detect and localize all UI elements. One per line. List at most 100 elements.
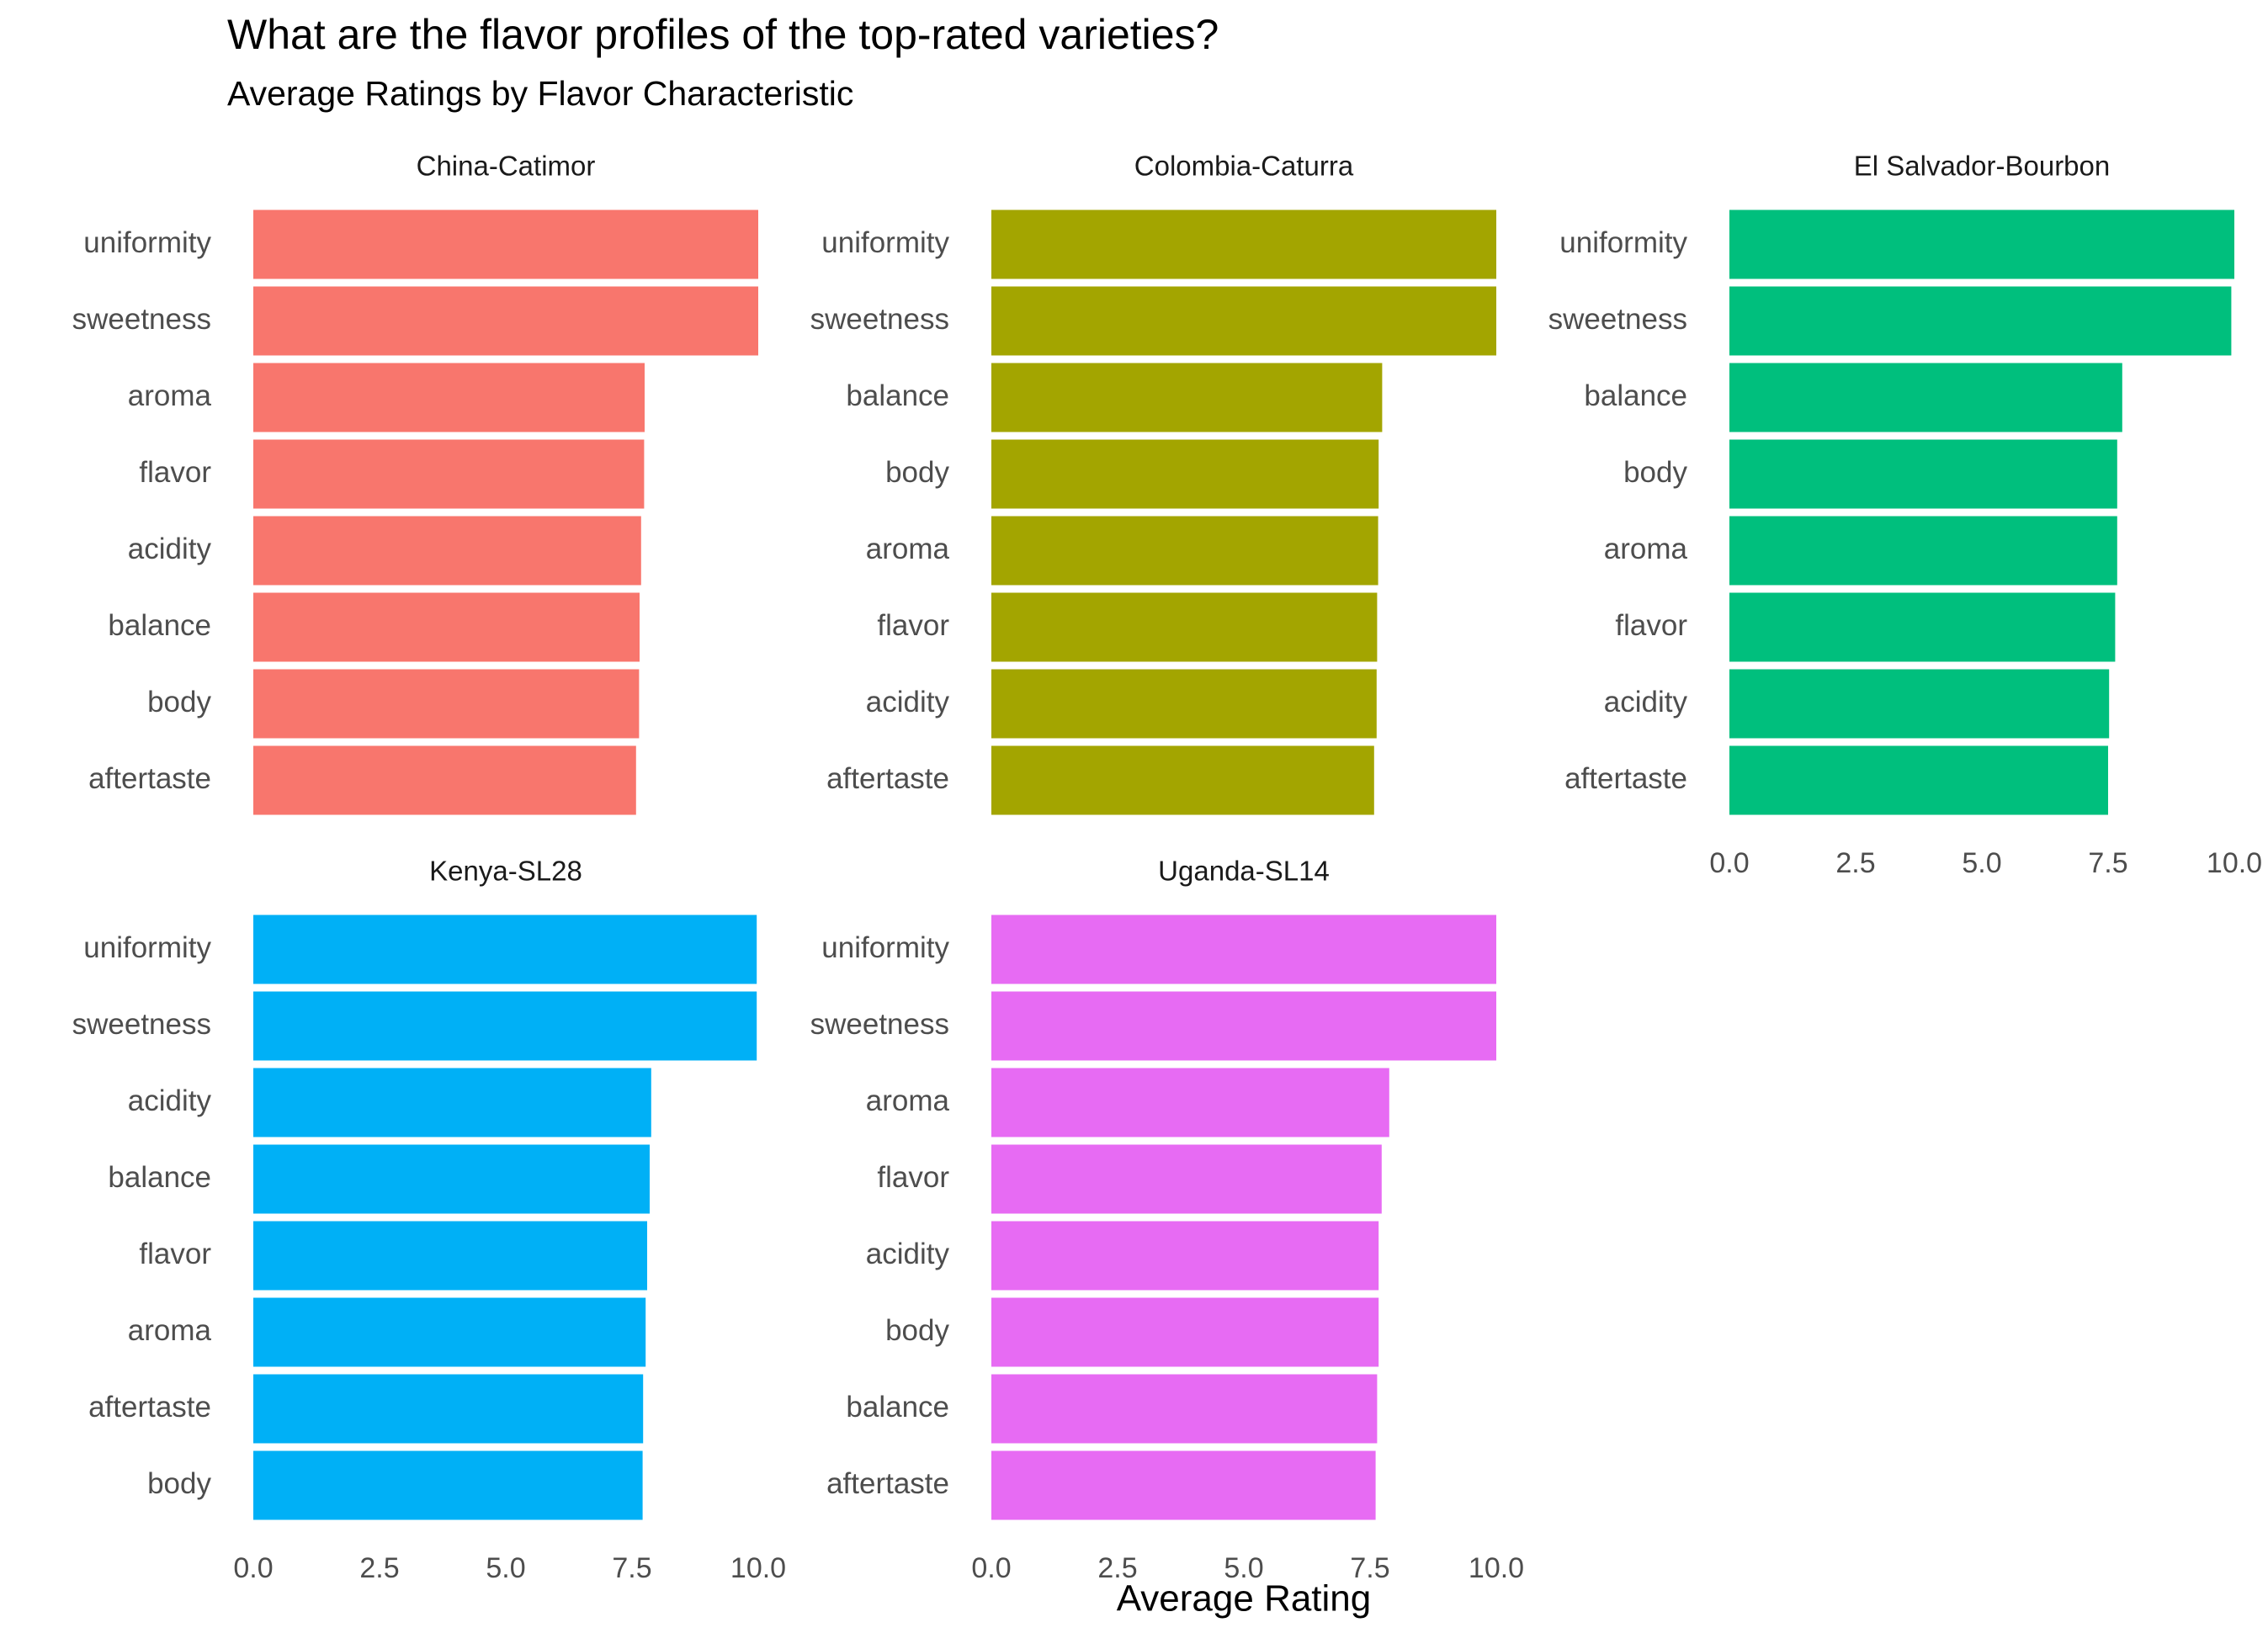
category-label: uniformity (821, 931, 949, 964)
category-label: body (885, 1314, 949, 1347)
chart-title: What are the flavor profiles of the top-… (227, 11, 1219, 58)
bar-china-catimor-acidity (253, 516, 641, 586)
bar-colombia-caturra-aroma (991, 516, 1378, 586)
x-tick-label: 2.5 (1097, 1552, 1137, 1584)
bar-uganda-sl14-flavor (991, 1144, 1382, 1214)
category-label: body (147, 1467, 211, 1500)
category-label: body (1623, 456, 1687, 489)
chart-subtitle: Average Ratings by Flavor Characteristic (227, 74, 854, 113)
bar-colombia-caturra-balance (991, 363, 1383, 432)
category-label: acidity (128, 1084, 212, 1117)
bar-kenya-sl28-body (253, 1450, 643, 1520)
facet-title-el-salvador-bourbon: El Salvador-Bourbon (1854, 151, 2111, 182)
bar-china-catimor-aftertaste (253, 745, 636, 815)
bar-uganda-sl14-aroma (991, 1068, 1389, 1137)
bar-el-salvador-bourbon-uniformity (1729, 209, 2234, 279)
category-label: uniformity (83, 226, 211, 259)
bar-colombia-caturra-sweetness (991, 286, 1496, 356)
category-label: aroma (128, 1314, 212, 1347)
category-label: balance (108, 609, 211, 642)
bar-uganda-sl14-body (991, 1297, 1379, 1367)
bar-china-catimor-aroma (253, 363, 645, 432)
bar-colombia-caturra-flavor (991, 592, 1378, 662)
category-label: aftertaste (826, 1467, 949, 1500)
x-tick-label: 7.5 (1350, 1552, 1389, 1584)
category-label: sweetness (810, 1008, 949, 1041)
bar-kenya-sl28-acidity (253, 1068, 651, 1137)
x-tick-label: 5.0 (1224, 1552, 1263, 1584)
category-label: balance (846, 1391, 949, 1424)
category-label: flavor (877, 609, 949, 642)
bar-uganda-sl14-uniformity (991, 915, 1496, 984)
bar-kenya-sl28-sweetness (253, 991, 757, 1061)
category-label: aftertaste (1564, 762, 1687, 795)
bar-china-catimor-sweetness (253, 286, 758, 356)
category-label: aroma (866, 533, 950, 565)
category-label: uniformity (1559, 226, 1687, 259)
facet-title-china-catimor: China-Catimor (417, 151, 596, 182)
category-label: flavor (139, 456, 211, 489)
x-tick-label: 10.0 (730, 1552, 786, 1584)
category-label: aroma (1604, 533, 1688, 565)
bar-uganda-sl14-sweetness (991, 991, 1496, 1061)
category-label: balance (846, 379, 949, 412)
bar-el-salvador-bourbon-sweetness (1729, 286, 2232, 356)
category-label: sweetness (72, 1008, 211, 1041)
bar-uganda-sl14-aftertaste (991, 1450, 1376, 1520)
category-label: sweetness (72, 303, 211, 336)
category-label: acidity (128, 533, 212, 565)
x-tick-label: 7.5 (2088, 847, 2127, 879)
x-tick-label: 5.0 (1962, 847, 2001, 879)
category-label: aftertaste (826, 762, 949, 795)
bar-kenya-sl28-aroma (253, 1297, 646, 1367)
x-tick-label: 2.5 (359, 1552, 399, 1584)
bar-colombia-caturra-uniformity (991, 209, 1496, 279)
bar-china-catimor-uniformity (253, 209, 758, 279)
category-label: aroma (866, 1084, 950, 1117)
bar-colombia-caturra-aftertaste (991, 745, 1374, 815)
x-tick-label: 5.0 (486, 1552, 525, 1584)
category-label: flavor (1615, 609, 1687, 642)
bar-kenya-sl28-uniformity (253, 915, 757, 984)
bar-uganda-sl14-acidity (991, 1221, 1379, 1291)
bar-el-salvador-bourbon-acidity (1729, 669, 2110, 739)
x-tick-label: 7.5 (612, 1552, 651, 1584)
bar-kenya-sl28-balance (253, 1144, 650, 1214)
category-label: aftertaste (88, 1391, 211, 1424)
category-label: aftertaste (88, 762, 211, 795)
facet-title-uganda-sl14: Uganda-SL14 (1158, 856, 1330, 887)
bar-uganda-sl14-balance (991, 1374, 1378, 1444)
category-label: body (147, 686, 211, 718)
category-label: sweetness (810, 303, 949, 336)
category-label: aroma (128, 379, 212, 412)
bar-china-catimor-balance (253, 592, 640, 662)
x-tick-label: 10.0 (1469, 1552, 1524, 1584)
facet-title-colombia-caturra: Colombia-Caturra (1134, 151, 1354, 182)
bar-el-salvador-bourbon-flavor (1729, 592, 2116, 662)
category-label: balance (108, 1161, 211, 1194)
bar-kenya-sl28-flavor (253, 1221, 647, 1291)
bar-kenya-sl28-aftertaste (253, 1374, 644, 1444)
category-label: acidity (1604, 686, 1688, 718)
bar-china-catimor-body (253, 669, 640, 739)
category-label: flavor (139, 1238, 211, 1270)
x-tick-label: 0.0 (233, 1552, 273, 1584)
category-label: acidity (866, 686, 950, 718)
x-axis-label: Average Rating (1117, 1578, 1372, 1620)
category-label: sweetness (1548, 303, 1687, 336)
facet-title-kenya-sl28: Kenya-SL28 (429, 856, 582, 887)
bar-el-salvador-bourbon-body (1729, 439, 2117, 509)
category-label: body (885, 456, 949, 489)
x-tick-label: 0.0 (1709, 847, 1749, 879)
x-tick-label: 10.0 (2207, 847, 2262, 879)
category-label: acidity (866, 1238, 950, 1270)
bar-el-salvador-bourbon-balance (1729, 363, 2122, 432)
x-tick-label: 0.0 (971, 1552, 1011, 1584)
bar-colombia-caturra-acidity (991, 669, 1377, 739)
category-label: uniformity (83, 931, 211, 964)
bar-china-catimor-flavor (253, 439, 645, 509)
bar-el-salvador-bourbon-aftertaste (1729, 745, 2108, 815)
category-label: balance (1584, 379, 1687, 412)
x-tick-label: 2.5 (1835, 847, 1875, 879)
